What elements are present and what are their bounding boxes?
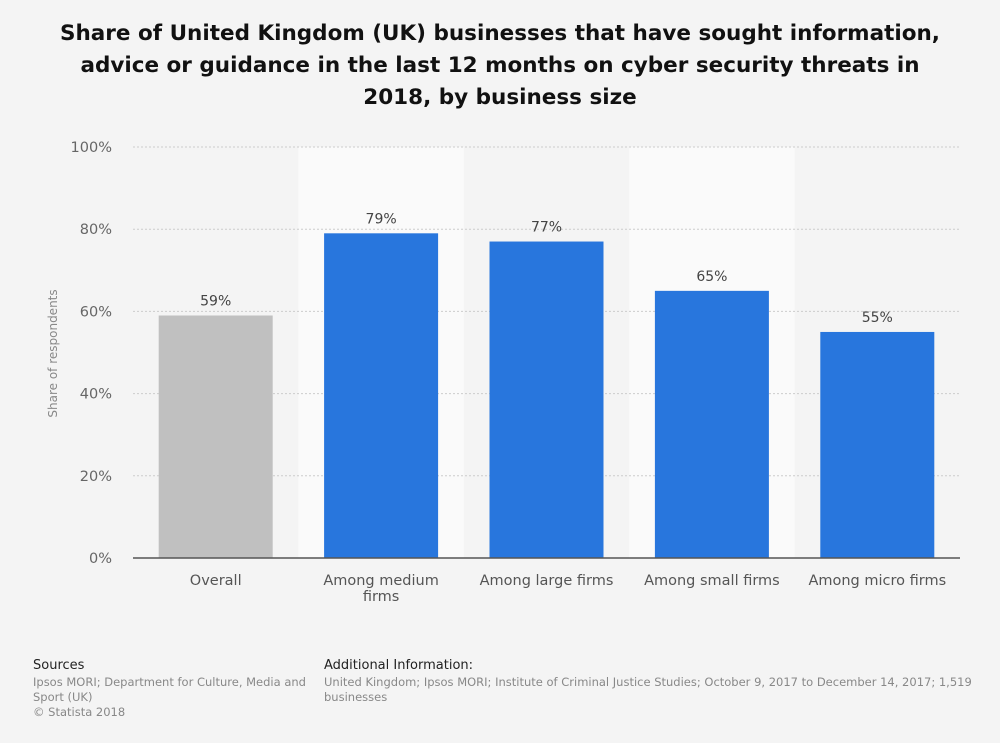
bar-1 (324, 233, 439, 558)
bar-chart: 0% 20% 40% 60% 80% 100% 59% 79% 77% 65% 55% Overa… (46, 140, 960, 605)
value-label: 77% (531, 220, 562, 236)
y-tick-label: 60% (80, 304, 112, 320)
bar-0 (158, 315, 273, 558)
bar-2 (489, 241, 604, 558)
value-label: 59% (200, 294, 231, 310)
chart-title: Share of United Kingdom (UK) businesses … (60, 21, 940, 110)
sources-text: Ipsos MORI; Department for Culture, Medi… (33, 675, 306, 704)
y-tick-label: 100% (71, 140, 112, 156)
additional-info-line-2: businesses (324, 690, 388, 704)
value-label: 79% (366, 211, 397, 227)
y-axis-label: Share of respondents (46, 289, 60, 417)
y-tick-label: 20% (80, 469, 112, 485)
additional-info-line-1: United Kingdom; Ipsos MORI; Institute of… (324, 675, 972, 689)
x-tick-label: Overall (190, 573, 242, 589)
additional-info-heading: Additional Information: (324, 658, 474, 673)
copyright-text: © Statista 2018 (33, 705, 126, 719)
x-tick-label: Among medium (323, 573, 439, 589)
x-tick-label: firms (363, 589, 400, 605)
additional-info-block: Additional Information: United Kingdom; … (324, 657, 1000, 705)
bar-3 (654, 290, 769, 558)
y-tick-label: 0% (89, 551, 112, 567)
sources-block: Sources Ipsos MORI; Department for Cultu… (33, 657, 323, 720)
x-tick-label: Among large firms (480, 573, 614, 589)
x-tick-label: Among small firms (644, 573, 780, 589)
x-tick-label: Among micro firms (808, 573, 946, 589)
sources-heading: Sources (33, 658, 85, 673)
value-label: 65% (696, 269, 727, 285)
y-tick-label: 80% (80, 222, 112, 238)
y-tick-label: 40% (80, 387, 112, 403)
bar-4 (820, 331, 935, 558)
value-label: 55% (862, 310, 893, 326)
